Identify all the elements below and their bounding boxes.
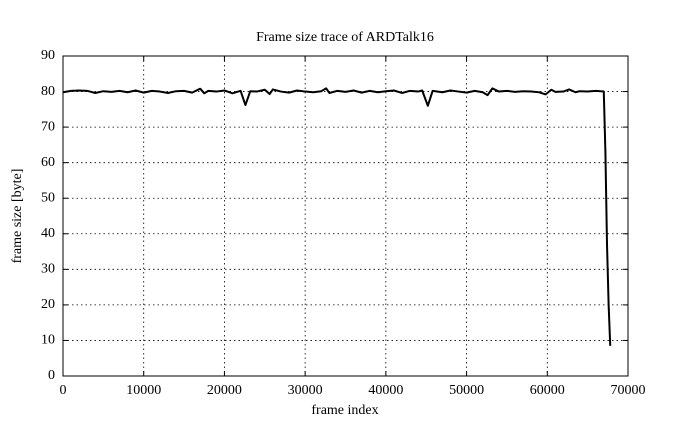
- y-tick-label: 0: [48, 368, 55, 383]
- x-tick-label: 40000: [368, 383, 403, 398]
- x-tick-label: 60000: [530, 383, 565, 398]
- y-tick-label: 40: [41, 226, 55, 241]
- plot-frame: [62, 55, 629, 377]
- y-axis-label: frame size [byte]: [10, 169, 25, 264]
- y-tick-label: 20: [41, 297, 55, 312]
- x-tick-label: 0: [60, 383, 67, 398]
- x-tick-label: 30000: [288, 383, 323, 398]
- y-tick-label: 10: [41, 333, 55, 348]
- x-tick-label: 10000: [126, 383, 161, 398]
- y-tick-label: 80: [41, 84, 55, 99]
- x-axis-label: frame index: [311, 403, 378, 418]
- y-tick-label: 50: [41, 190, 55, 205]
- x-tick-label: 20000: [207, 383, 242, 398]
- y-tick-label: 30: [41, 262, 55, 277]
- y-tick-label: 70: [41, 119, 55, 134]
- chart-title: Frame size trace of ARDTalk16: [256, 30, 434, 45]
- x-tick-label: 70000: [611, 383, 646, 398]
- y-tick-label: 90: [41, 48, 55, 63]
- data-line: [62, 87, 612, 346]
- y-tick-label: 60: [41, 155, 55, 170]
- x-tick-label: 50000: [449, 383, 484, 398]
